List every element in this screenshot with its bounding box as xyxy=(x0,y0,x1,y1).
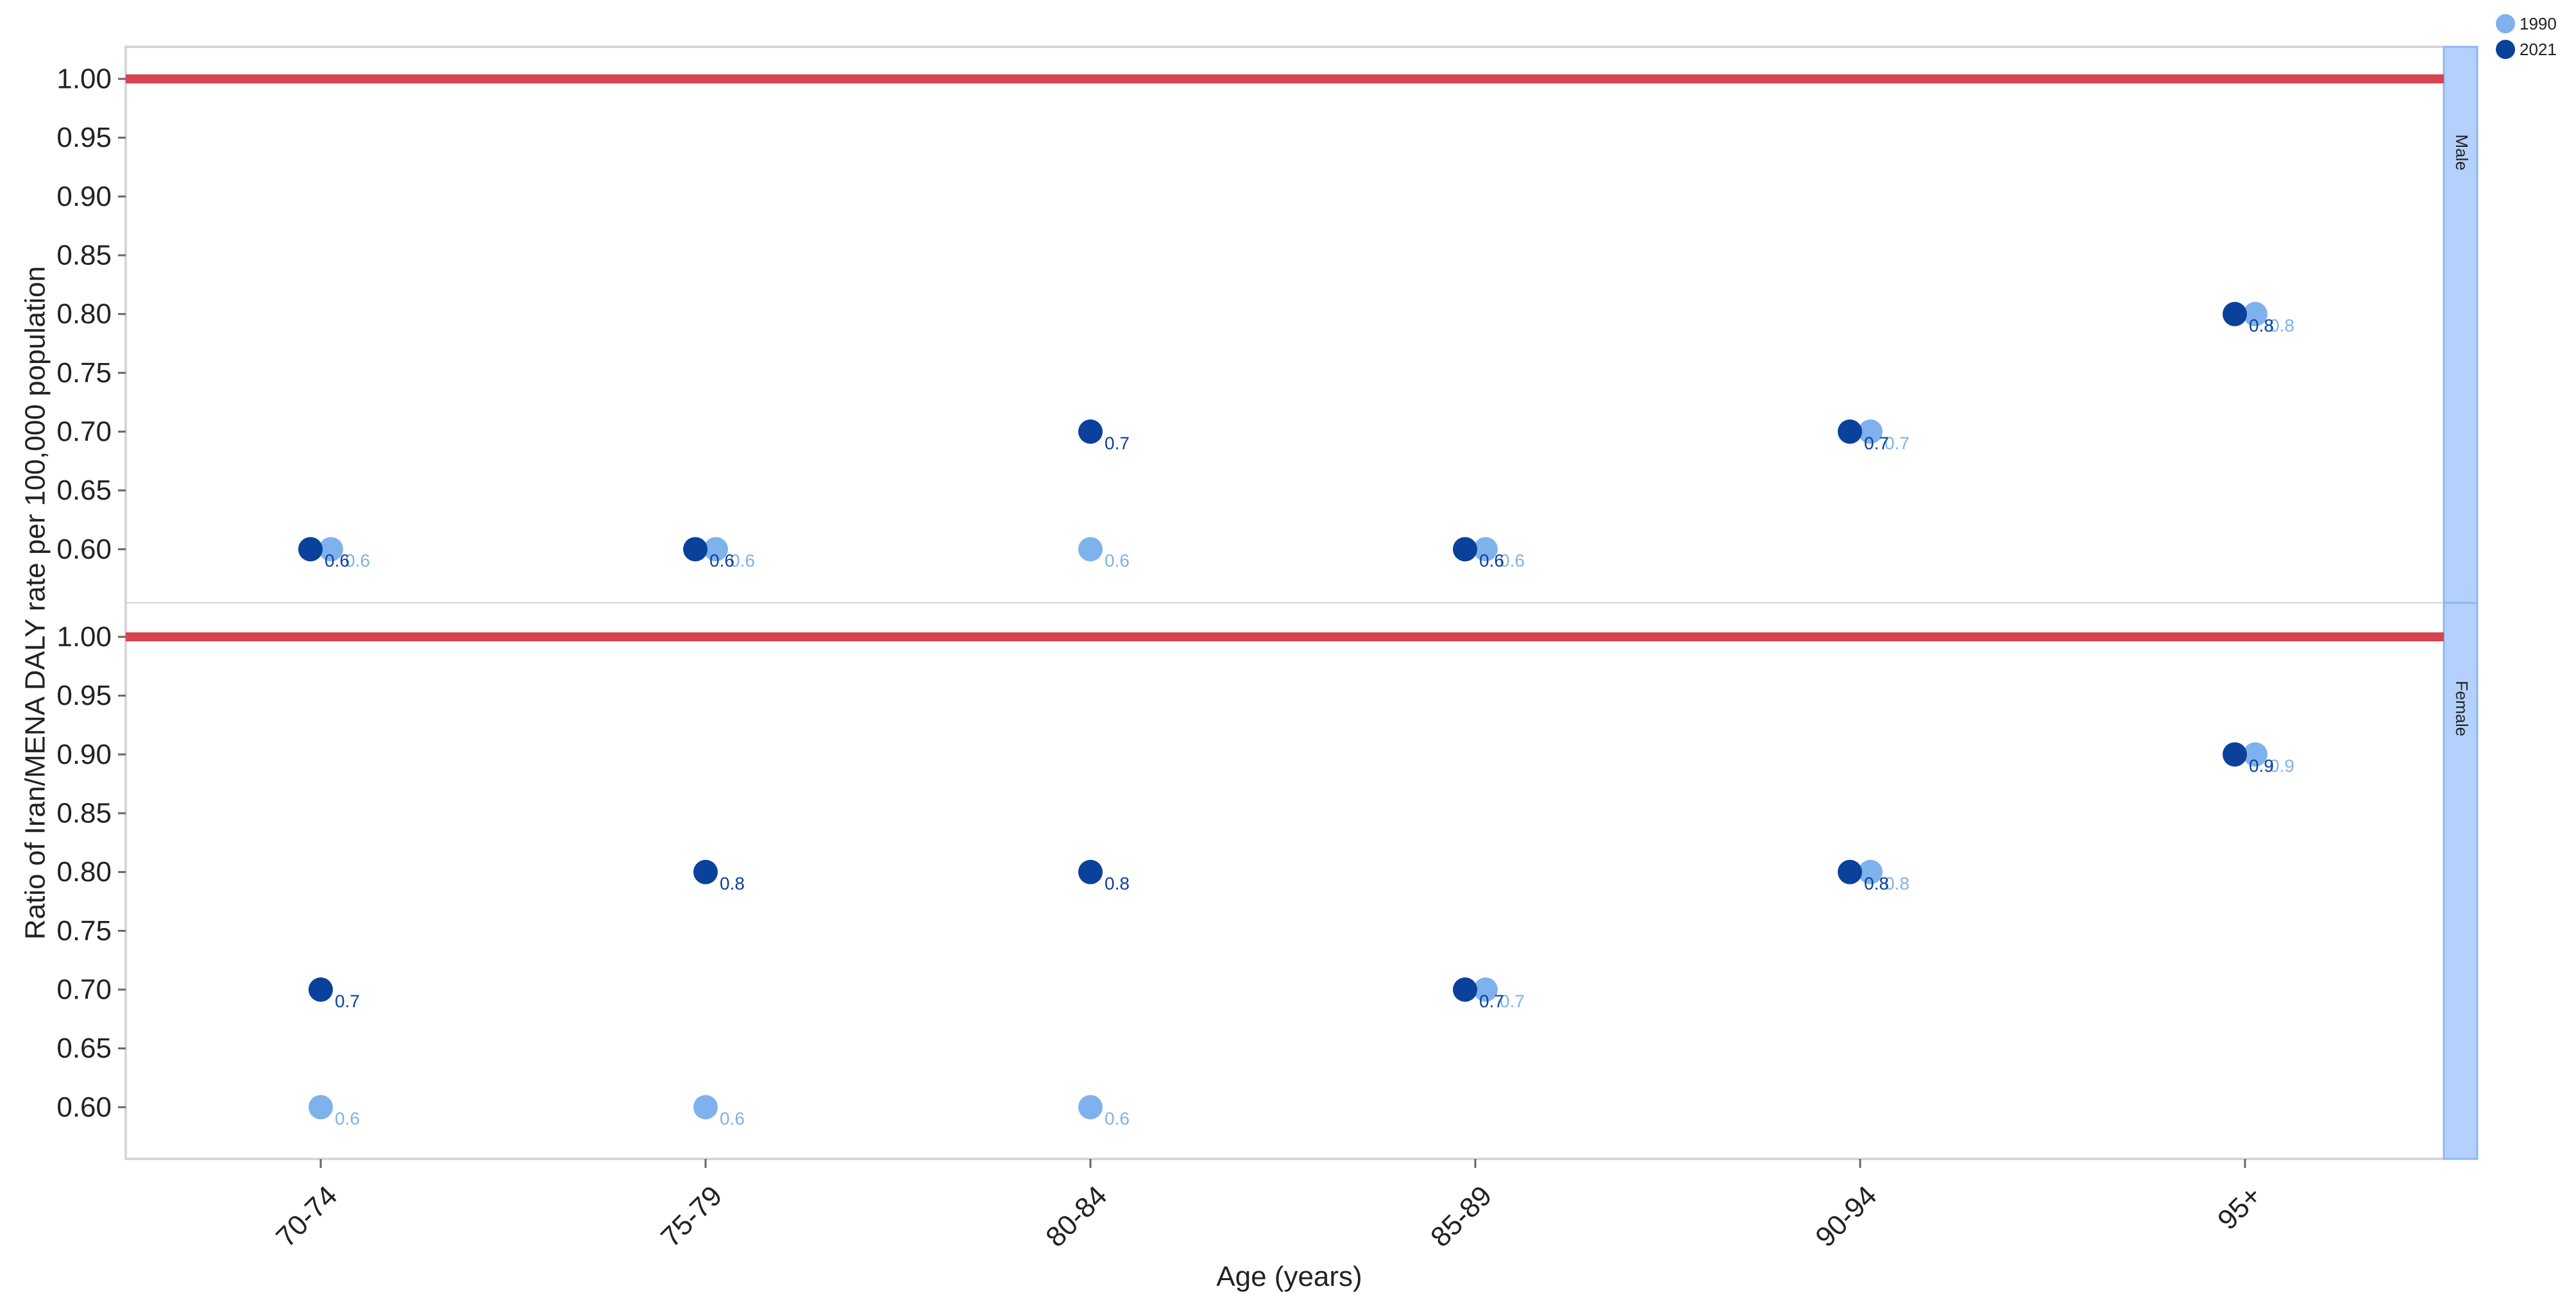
facet-strip-label: Male xyxy=(2452,135,2471,171)
data-label-1990: 0.8 xyxy=(1885,874,1910,893)
data-label-2021: 0.6 xyxy=(709,551,734,571)
y-tick-label: 0.75 xyxy=(56,915,112,947)
y-tick-label: 0.70 xyxy=(56,416,112,448)
data-label-2021: 0.7 xyxy=(1864,433,1889,453)
data-point-2021 xyxy=(2223,301,2247,326)
x-tick-label: 75-79 xyxy=(655,1180,728,1253)
data-point-2021 xyxy=(1838,419,1862,444)
y-tick-label: 0.90 xyxy=(56,739,112,770)
x-axis-title: Age (years) xyxy=(1216,1261,1362,1292)
legend-label: 2021 xyxy=(2520,40,2557,59)
data-point-2021 xyxy=(683,537,708,562)
data-label-2021: 0.7 xyxy=(1479,991,1504,1011)
data-label-2021: 0.7 xyxy=(1105,433,1130,453)
data-point-2021 xyxy=(298,537,323,562)
panel-0-border xyxy=(125,46,2445,604)
y-axis-title: Ratio of Iran/MENA DALY rate per 100,000… xyxy=(20,266,51,940)
facet-strip-male xyxy=(2443,46,2479,604)
facet-strip-female xyxy=(2443,602,2479,1160)
data-point-1990 xyxy=(1473,537,1498,562)
data-point-2021 xyxy=(1838,859,1862,884)
data-label-2021: 0.8 xyxy=(1105,874,1130,893)
data-label-2021: 0.8 xyxy=(2249,316,2274,335)
y-tick-label: 0.80 xyxy=(56,856,112,888)
data-point-1990 xyxy=(309,1095,333,1120)
legend-marker-2021 xyxy=(2496,40,2515,59)
data-label-1990: 0.6 xyxy=(1105,1109,1130,1129)
data-label-2021: 0.9 xyxy=(2249,756,2274,776)
x-tick-label: 70-74 xyxy=(270,1180,343,1253)
x-tick-label: 90-94 xyxy=(1809,1180,1883,1253)
y-tick-label: 0.65 xyxy=(56,475,112,506)
y-tick-label: 0.60 xyxy=(56,534,112,565)
data-point-1990 xyxy=(693,1095,718,1120)
data-point-1990 xyxy=(2243,301,2267,326)
data-label-2021: 0.7 xyxy=(335,991,360,1011)
data-point-1990 xyxy=(1078,537,1103,562)
data-label-2021: 0.6 xyxy=(325,551,350,571)
y-tick-label: 1.00 xyxy=(56,621,112,653)
y-tick-label: 0.95 xyxy=(56,680,112,711)
y-tick-label: 0.75 xyxy=(56,357,112,389)
data-point-2021 xyxy=(309,977,333,1002)
data-label-1990: 0.6 xyxy=(1105,551,1130,571)
data-point-1990 xyxy=(1858,419,1883,444)
data-point-1990 xyxy=(2243,742,2267,767)
legend-label: 1990 xyxy=(2520,14,2557,33)
data-label-1990: 0.6 xyxy=(335,1109,360,1129)
data-label-1990: 0.9 xyxy=(2269,756,2294,776)
y-tick-label: 0.95 xyxy=(56,122,112,153)
data-point-1990 xyxy=(1858,859,1883,884)
y-tick-label: 0.90 xyxy=(56,181,112,212)
y-tick-label: 0.60 xyxy=(56,1092,112,1123)
data-label-1990: 0.6 xyxy=(345,551,370,571)
data-label-1990: 0.6 xyxy=(720,1109,745,1129)
y-tick-label: 0.80 xyxy=(56,298,112,330)
data-label-1990: 0.6 xyxy=(730,551,755,571)
y-tick-label: 1.00 xyxy=(56,63,112,95)
data-point-1990 xyxy=(1078,1095,1103,1120)
y-tick-label: 0.65 xyxy=(56,1033,112,1064)
data-point-1990 xyxy=(704,537,728,562)
data-point-2021 xyxy=(693,859,718,884)
data-label-1990: 0.7 xyxy=(1500,991,1525,1011)
data-label-2021: 0.8 xyxy=(720,874,745,893)
y-tick-label: 0.85 xyxy=(56,240,112,271)
x-tick-label: 95+ xyxy=(2212,1180,2267,1236)
data-label-2021: 0.6 xyxy=(1479,551,1504,571)
data-label-1990: 0.8 xyxy=(2269,316,2294,335)
facet-strip-label: Female xyxy=(2452,680,2471,736)
panel-1-border xyxy=(125,602,2445,1160)
data-point-1990 xyxy=(319,537,343,562)
y-tick-label: 0.70 xyxy=(56,974,112,1006)
data-point-2021 xyxy=(1078,859,1103,884)
data-label-2021: 0.8 xyxy=(1864,874,1889,893)
data-point-2021 xyxy=(1453,977,1477,1002)
data-label-1990: 0.6 xyxy=(1500,551,1525,571)
data-point-2021 xyxy=(2223,742,2247,767)
y-tick-label: 0.85 xyxy=(56,798,112,829)
x-tick-label: 85-89 xyxy=(1425,1180,1498,1253)
legend-marker-1990 xyxy=(2496,14,2515,33)
data-point-1990 xyxy=(1473,977,1498,1002)
x-tick-label: 80-84 xyxy=(1040,1180,1113,1253)
data-point-2021 xyxy=(1078,419,1103,444)
data-label-1990: 0.7 xyxy=(1885,433,1910,453)
data-point-2021 xyxy=(1453,537,1477,562)
